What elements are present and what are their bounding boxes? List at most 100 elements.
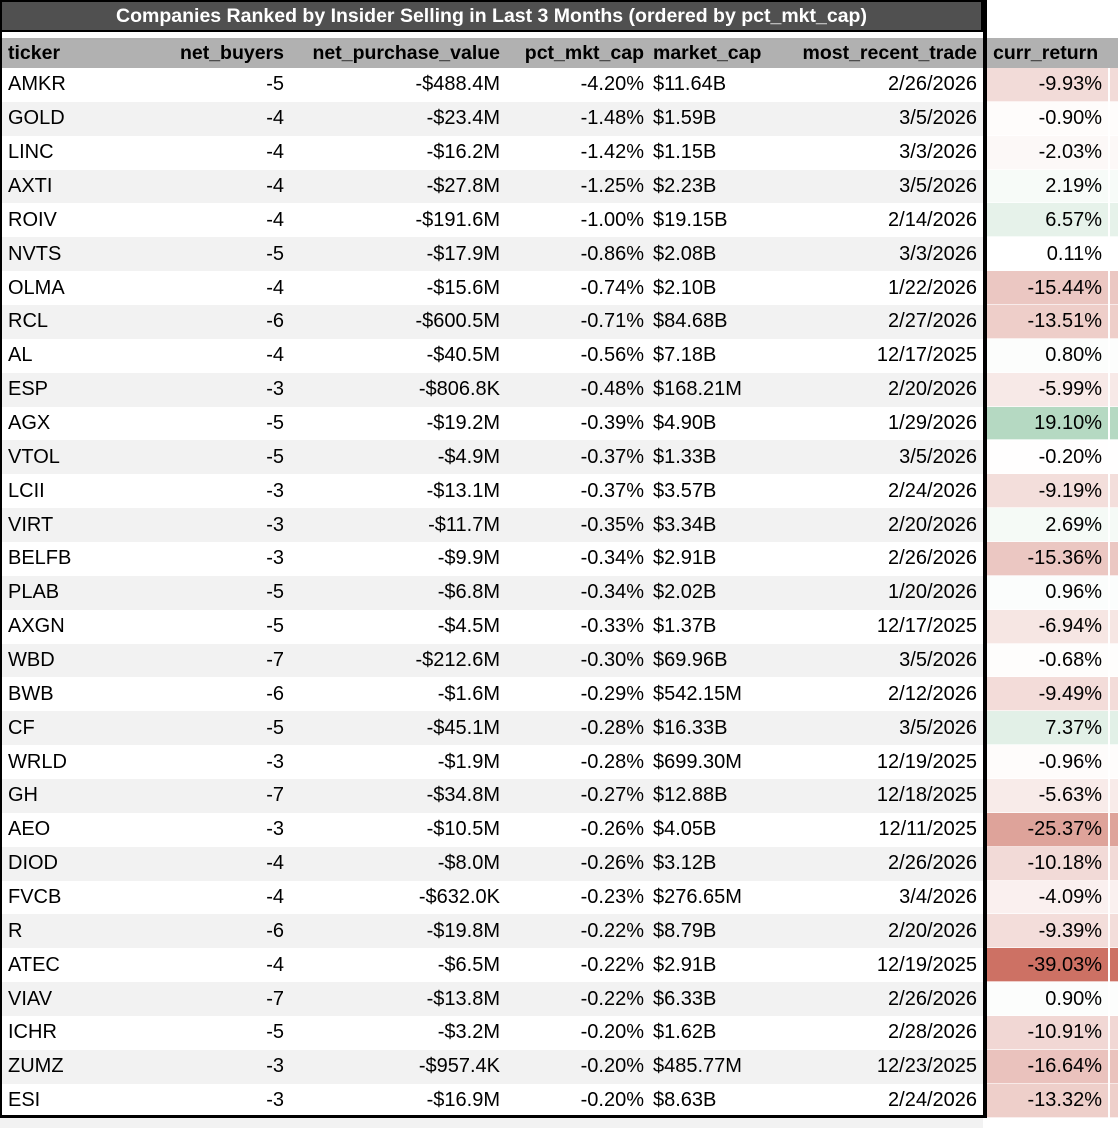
next-column-sliver bbox=[1110, 440, 1118, 475]
cell-ticker: ESP bbox=[8, 378, 49, 401]
cell-pct_mkt_cap: -0.37% bbox=[580, 445, 644, 468]
next-column-sliver bbox=[1110, 169, 1118, 204]
cell-most_recent_trade: 2/20/2026 bbox=[888, 513, 977, 536]
cell-ticker: VTOL bbox=[8, 445, 60, 468]
next-column-sliver bbox=[1110, 372, 1118, 407]
cell-most_recent_trade: 12/19/2025 bbox=[876, 953, 977, 976]
cell-pct_mkt_cap: -0.86% bbox=[580, 242, 644, 265]
table-body: AMKR -5 -$488.4M -4.20% $11.64B 2/26/2026 -9.9… bbox=[0, 68, 1118, 1118]
table-row: ESP -3 -$806.8K -0.48% $168.21M 2/20/2026 -5.9… bbox=[0, 372, 1118, 407]
cell-curr_return: -15.44% bbox=[987, 271, 1110, 306]
table-row: AGX -5 -$19.2M -0.39% $4.90B 1/29/2026 19.10% bbox=[0, 406, 1118, 441]
cell-ticker: AXGN bbox=[8, 615, 65, 638]
cell-market_cap: $2.08B bbox=[653, 242, 717, 265]
cell-net_buyers: -5 bbox=[266, 1021, 284, 1044]
cell-most_recent_trade: 3/4/2026 bbox=[899, 886, 977, 909]
cell-pct_mkt_cap: -0.20% bbox=[580, 1055, 644, 1078]
cell-most_recent_trade: 12/18/2025 bbox=[876, 784, 977, 807]
table-row: OLMA -4 -$15.6M -0.74% $2.10B 1/22/2026 -15.44… bbox=[0, 271, 1118, 306]
cell-curr_return: -10.18% bbox=[987, 846, 1110, 881]
cell-ticker: R bbox=[8, 919, 23, 942]
cell-most_recent_trade: 12/17/2025 bbox=[876, 615, 977, 638]
cell-most_recent_trade: 2/24/2026 bbox=[888, 479, 977, 502]
table-row: LCII -3 -$13.1M -0.37% $3.57B 2/24/2026 -9.19% bbox=[0, 474, 1118, 509]
cell-curr_return: -0.68% bbox=[987, 643, 1110, 678]
cell-net_buyers: -4 bbox=[266, 208, 284, 231]
cell-ticker: VIRT bbox=[8, 513, 54, 536]
cell-pct_mkt_cap: -0.22% bbox=[580, 953, 644, 976]
cell-net_purchase_value: -$23.4M bbox=[426, 107, 500, 130]
cell-pct_mkt_cap: -1.42% bbox=[580, 141, 644, 164]
next-column-sliver bbox=[1110, 406, 1118, 441]
cell-most_recent_trade: 2/12/2026 bbox=[888, 682, 977, 705]
cell-net_purchase_value: -$488.4M bbox=[415, 73, 501, 96]
cell-net_buyers: -5 bbox=[266, 716, 284, 739]
cell-most_recent_trade: 3/5/2026 bbox=[899, 107, 977, 130]
cell-net_purchase_value: -$6.5M bbox=[437, 953, 500, 976]
cell-pct_mkt_cap: -0.37% bbox=[580, 479, 644, 502]
cell-pct_mkt_cap: -0.28% bbox=[580, 716, 644, 739]
table-row: DIOD -4 -$8.0M -0.26% $3.12B 2/26/2026 -10.18% bbox=[0, 846, 1118, 881]
next-column-sliver bbox=[1110, 305, 1118, 339]
cell-net_purchase_value: -$45.1M bbox=[426, 716, 500, 739]
table-row: GH -7 -$34.8M -0.27% $12.88B 12/18/2025 -5.63% bbox=[0, 779, 1118, 813]
cell-net_purchase_value: -$957.4K bbox=[418, 1055, 500, 1078]
cell-ticker: ZUMZ bbox=[8, 1055, 64, 1078]
cell-most_recent_trade: 12/23/2025 bbox=[876, 1055, 977, 1078]
next-column-sliver bbox=[1110, 237, 1118, 272]
cell-net_buyers: -6 bbox=[266, 919, 284, 942]
cell-curr_return: -13.51% bbox=[987, 305, 1110, 339]
cell-most_recent_trade: 3/5/2026 bbox=[899, 175, 977, 197]
column-header-curr_return: curr_return bbox=[993, 41, 1099, 64]
next-column-sliver bbox=[1110, 880, 1118, 915]
column-header-most_recent_trade: most_recent_trade bbox=[802, 41, 978, 64]
cell-pct_mkt_cap: -0.56% bbox=[580, 344, 644, 367]
cell-net_buyers: -3 bbox=[266, 513, 284, 536]
cell-ticker: PLAB bbox=[8, 581, 60, 604]
cell-pct_mkt_cap: -1.00% bbox=[580, 208, 644, 231]
next-column-sliver bbox=[1110, 508, 1118, 543]
cell-most_recent_trade: 3/5/2026 bbox=[899, 445, 977, 468]
cell-ticker: AEO bbox=[8, 818, 51, 841]
table-row: AXTI -4 -$27.8M -1.25% $2.23B 3/5/2026 2.19% bbox=[0, 169, 1118, 204]
cell-ticker: LINC bbox=[8, 141, 54, 164]
cell-pct_mkt_cap: -1.48% bbox=[580, 107, 644, 130]
cell-net_buyers: -6 bbox=[266, 682, 284, 705]
next-column-sliver bbox=[1110, 609, 1118, 644]
cell-market_cap: $168.21M bbox=[653, 378, 742, 401]
column-header-market_cap: market_cap bbox=[653, 41, 762, 64]
cell-net_buyers: -3 bbox=[266, 547, 284, 570]
cell-pct_mkt_cap: -0.28% bbox=[580, 750, 644, 773]
cell-curr_return: -5.99% bbox=[987, 372, 1110, 407]
cell-net_purchase_value: -$19.8M bbox=[426, 919, 500, 942]
curr-return-divider bbox=[983, 0, 987, 1118]
table-row: AEO -3 -$10.5M -0.26% $4.05B 12/11/2025 -25.37… bbox=[0, 812, 1118, 847]
cell-pct_mkt_cap: -0.26% bbox=[580, 852, 644, 875]
cell-market_cap: $3.34B bbox=[653, 513, 717, 536]
cell-most_recent_trade: 2/27/2026 bbox=[888, 310, 977, 333]
cell-pct_mkt_cap: -0.33% bbox=[580, 615, 644, 638]
next-column-sliver bbox=[1110, 575, 1118, 610]
cell-curr_return: -9.39% bbox=[987, 914, 1110, 949]
cell-market_cap: $276.65M bbox=[653, 886, 742, 909]
cell-market_cap: $4.90B bbox=[653, 412, 717, 435]
cell-market_cap: $7.18B bbox=[653, 344, 717, 367]
cell-ticker: ROIV bbox=[8, 208, 57, 231]
cell-pct_mkt_cap: -1.25% bbox=[580, 175, 644, 197]
cell-net_buyers: -3 bbox=[266, 750, 284, 773]
cell-market_cap: $1.15B bbox=[653, 141, 717, 164]
table-row: AXGN -5 -$4.5M -0.33% $1.37B 12/17/2025 -6.94% bbox=[0, 609, 1118, 644]
cell-ticker: CF bbox=[8, 716, 35, 739]
cell-net_purchase_value: -$19.2M bbox=[426, 412, 500, 435]
cell-most_recent_trade: 12/17/2025 bbox=[876, 344, 977, 367]
cell-curr_return: 7.37% bbox=[987, 711, 1110, 746]
cell-most_recent_trade: 3/5/2026 bbox=[899, 649, 977, 672]
cell-pct_mkt_cap: -0.34% bbox=[580, 581, 644, 604]
table-row: FVCB -4 -$632.0K -0.23% $276.65M 3/4/2026 -4.0… bbox=[0, 880, 1118, 915]
cell-net_purchase_value: -$15.6M bbox=[426, 276, 500, 299]
cell-market_cap: $1.33B bbox=[653, 445, 717, 468]
cell-net_buyers: -4 bbox=[266, 852, 284, 875]
cell-ticker: AL bbox=[8, 344, 33, 367]
cell-curr_return: 19.10% bbox=[987, 406, 1110, 441]
cell-market_cap: $2.10B bbox=[653, 276, 717, 299]
